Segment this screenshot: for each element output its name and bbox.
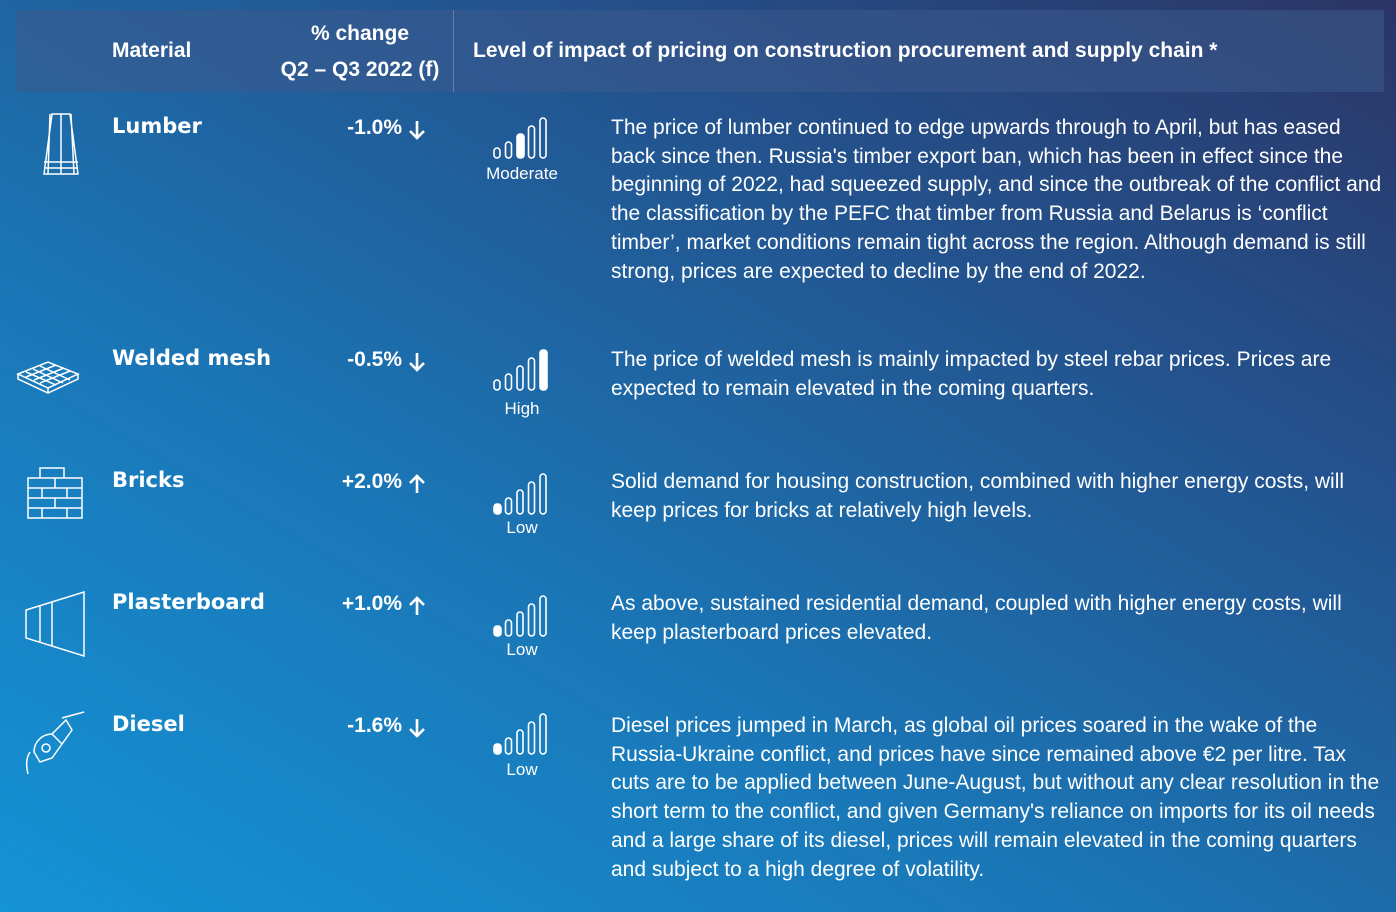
impact-signal [493, 117, 547, 159]
impact-signal [493, 713, 547, 755]
trend-arrow [409, 474, 425, 493]
header-band [16, 10, 1384, 92]
percent-change: -1.6% [347, 714, 402, 737]
trend-arrow [409, 719, 425, 738]
material-icon [16, 361, 80, 394]
material-icon [25, 590, 85, 658]
description: The price of welded mesh is mainly impac… [611, 348, 1332, 400]
impact-level: Low [506, 640, 538, 659]
description: Diesel prices jumped in March, as global… [611, 714, 1380, 881]
header-impact: Level of impact of pricing on constructi… [473, 39, 1218, 62]
material-icon [25, 711, 85, 775]
description: As above, sustained residential demand, … [611, 592, 1342, 644]
header-material: Material [112, 39, 192, 62]
material-name: Plasterboard [112, 590, 265, 614]
description: The price of lumber continued to edge up… [611, 116, 1382, 283]
impact-level: Moderate [486, 164, 558, 183]
material-name: Diesel [112, 712, 185, 736]
material-icon [27, 467, 83, 519]
material-icon [43, 113, 79, 175]
impact-signal [493, 473, 547, 515]
trend-arrow [409, 353, 425, 372]
trend-arrow [409, 596, 425, 615]
description: Solid demand for housing construction, c… [611, 470, 1345, 522]
material-name: Welded mesh [112, 346, 272, 370]
header-separator [453, 10, 454, 92]
percent-change: +1.0% [341, 592, 402, 615]
impact-signal [493, 349, 548, 391]
header-period: Q2 – Q3 2022 (f) [280, 58, 440, 81]
material-name: Bricks [112, 468, 185, 492]
percent-change: +2.0% [341, 470, 402, 493]
material-name: Lumber [112, 114, 202, 138]
header-change: % change [310, 22, 410, 45]
trend-arrow [409, 121, 425, 140]
impact-level: Low [506, 518, 538, 537]
impact-signal [493, 595, 547, 637]
impact-level: High [504, 399, 540, 418]
percent-change: -0.5% [347, 348, 402, 371]
impact-level: Low [506, 760, 538, 779]
percent-change: -1.0% [347, 116, 402, 139]
